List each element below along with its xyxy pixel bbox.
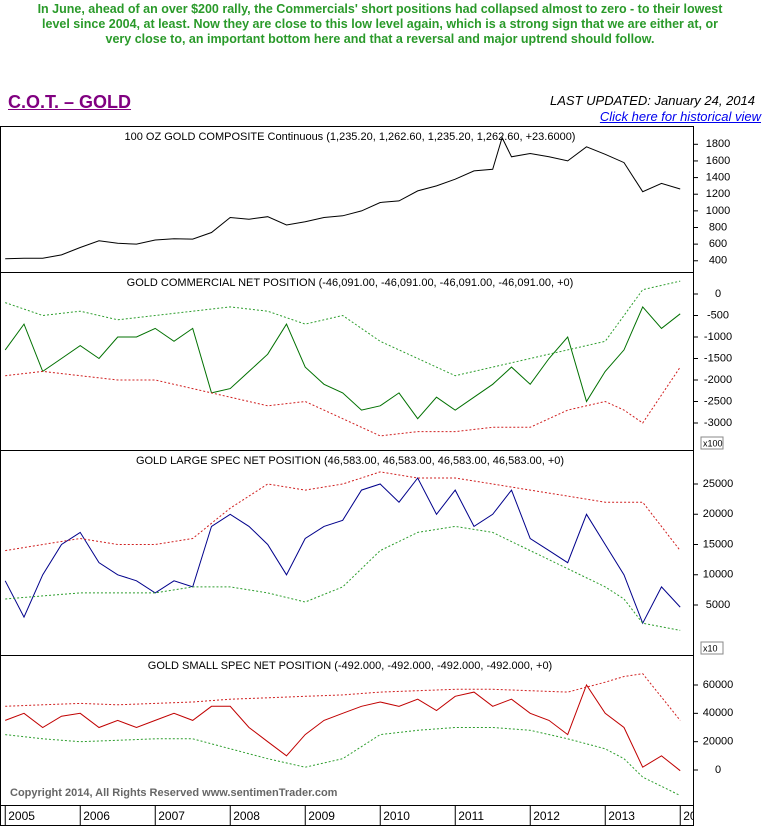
- band-line: [5, 366, 681, 437]
- y-tick-label: 1800: [706, 138, 730, 150]
- data-line: [4, 477, 681, 625]
- y-tick-label: -1500: [704, 352, 732, 364]
- panel-title: GOLD SMALL SPEC NET POSITION (-492.000, …: [148, 660, 552, 672]
- band-line: [5, 727, 681, 796]
- y-tick-label: 1200: [706, 188, 730, 200]
- y-tick-label: 15000: [703, 538, 734, 550]
- x-tick-label: 2011: [458, 809, 484, 823]
- y-tick-label: -2000: [704, 374, 732, 386]
- y-tick-label: 1000: [706, 205, 730, 217]
- y-tick-label: 25000: [703, 478, 734, 490]
- last-updated: LAST UPDATED: January 24, 2014: [550, 93, 755, 108]
- band-line: [5, 280, 681, 377]
- y-tick-label: 20000: [703, 508, 734, 520]
- y-tick-label: 40000: [703, 707, 734, 719]
- panel-title: GOLD COMMERCIAL NET POSITION (-46,091.00…: [127, 277, 574, 289]
- x-axis: 2005 2006 2007 2008 2009 2010 2011 2012 2013 2014: [4, 805, 710, 825]
- x-tick-label: 2014: [683, 809, 710, 823]
- y-tick-label: 1400: [706, 171, 730, 183]
- x-tick-label: 2007: [158, 809, 185, 823]
- band-line: [5, 471, 681, 552]
- data-line: [5, 136, 681, 260]
- panel-title: GOLD LARGE SPEC NET POSITION (46,583.00,…: [136, 455, 564, 467]
- panel-frame: [0, 655, 694, 806]
- y-tick-label: 5000: [706, 599, 730, 611]
- y-tick-label: 0: [715, 764, 721, 776]
- y-tick-label: 1600: [706, 155, 730, 167]
- x-tick-label: 2005: [8, 809, 35, 823]
- x-tick-label: 2008: [233, 809, 260, 823]
- y-tick-label: 0: [715, 288, 721, 300]
- x-tick-label: 2006: [83, 809, 110, 823]
- band-line: [5, 673, 681, 721]
- x-tick-label: 2009: [308, 809, 335, 823]
- x-axis-frame: [0, 805, 694, 826]
- panel-frame: [0, 450, 694, 656]
- page-title: C.O.T. – GOLD: [8, 92, 132, 112]
- y-tick-label: -1000: [704, 331, 732, 343]
- y-tick-label: -3000: [704, 417, 732, 429]
- y-tick-label: 20000: [703, 736, 734, 748]
- annotation: In June, ahead of an over $200 rally, th…: [37, 2, 723, 46]
- multiplier-box: [700, 436, 724, 450]
- multiplier-box: [700, 641, 724, 655]
- panel-title: 100 OZ GOLD COMPOSITE Continuous (1,235.…: [125, 131, 576, 143]
- x-tick-label: 2012: [533, 809, 560, 823]
- data-line: [4, 305, 681, 420]
- y-tick-label: 600: [709, 238, 727, 250]
- y-tick-label: 60000: [703, 679, 734, 691]
- historical-link[interactable]: Click here for historical view: [599, 109, 761, 124]
- y-tick-label: 10000: [703, 569, 734, 581]
- y-tick-label: 800: [709, 221, 727, 233]
- multiplier: x10: [703, 643, 718, 653]
- x-tick-label: 2010: [383, 809, 410, 823]
- copyright: Copyright 2014, All Rights Reserved www.…: [10, 787, 338, 799]
- band-line: [5, 525, 681, 631]
- data-line: [5, 683, 681, 772]
- multiplier: x100: [703, 438, 723, 448]
- y-tick-label: -500: [707, 309, 729, 321]
- panel-frame: [0, 272, 694, 451]
- y-tick-label: -2500: [704, 395, 732, 407]
- y-tick-label: 400: [709, 255, 727, 267]
- x-tick-label: 2013: [608, 809, 635, 823]
